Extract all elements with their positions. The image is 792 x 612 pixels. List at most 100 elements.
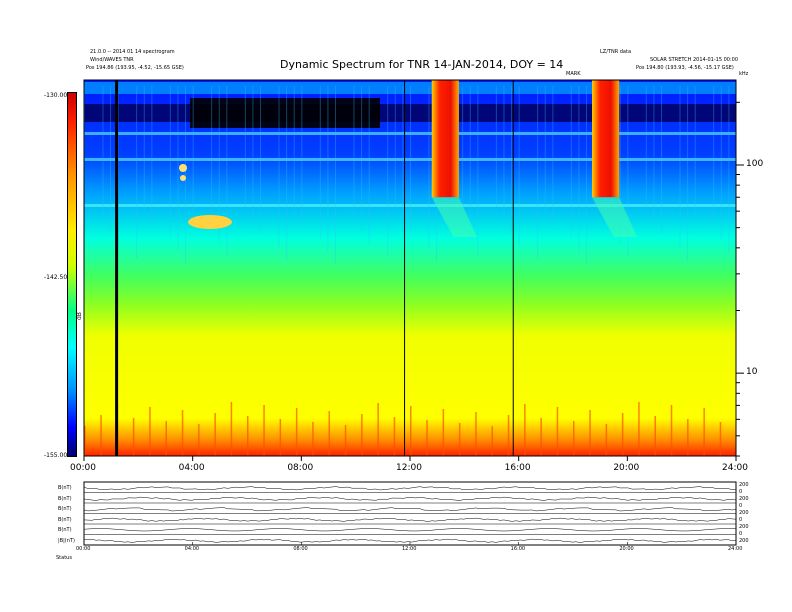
streak: [185, 86, 187, 263]
streak: [353, 86, 355, 218]
y-tick-label: 100: [746, 158, 764, 169]
streak: [537, 86, 539, 259]
streak: [117, 86, 119, 245]
noise-spike: [100, 415, 102, 456]
streak: [661, 86, 663, 235]
noise-spike: [165, 421, 167, 456]
streak: [469, 86, 471, 241]
noise-spike: [540, 418, 542, 456]
status-label: Status: [56, 555, 72, 561]
noise-spike: [507, 415, 510, 456]
streak: [410, 86, 411, 236]
streak: [278, 86, 280, 247]
y-tick-label: 10: [746, 367, 758, 378]
dark-band-core: [190, 98, 380, 128]
x-tick-label: 16:00: [504, 463, 531, 473]
pos-prefix: Pos: [636, 65, 645, 71]
noise-spike: [84, 426, 86, 456]
radio-burst: [431, 80, 459, 198]
streak: [570, 86, 572, 238]
panel-scale-label: 200: [739, 496, 749, 502]
noise-spike: [247, 416, 249, 456]
panel-trace: [83, 528, 737, 532]
noise-spike: [132, 418, 135, 456]
streak: [293, 86, 295, 213]
noise-spike: [442, 409, 445, 456]
streak: [387, 86, 389, 257]
panel-x-tick-label: 20:00: [619, 546, 634, 552]
colorbar-top-label: -130.00: [44, 92, 68, 99]
streak: [244, 86, 246, 208]
noise-spike: [328, 411, 330, 456]
panel-trace: [83, 507, 737, 512]
x-tick-label: 04:00: [178, 463, 205, 473]
noise-spike: [687, 419, 689, 456]
panel-scale-label: 200: [739, 510, 749, 516]
chart-title: Dynamic Spectrum for TNR 14-JAN-2014, DO…: [280, 58, 564, 71]
streak: [552, 86, 554, 225]
horizontal-band: [84, 158, 736, 161]
panel-scale-label: 200: [739, 524, 749, 530]
panel-x-tick-label: 08:00: [293, 546, 308, 552]
noise-spike: [295, 408, 298, 456]
noise-spike: [279, 419, 282, 456]
panel-trace: [83, 538, 737, 543]
noise-spike: [361, 414, 363, 456]
streak: [151, 86, 153, 224]
colorbar: [67, 92, 77, 457]
streak: [169, 86, 171, 237]
panel-trace: [83, 486, 737, 491]
streak: [627, 86, 629, 256]
streak: [503, 86, 505, 220]
noise-spike: [230, 402, 233, 456]
noise-spike: [621, 413, 624, 456]
streak: [319, 86, 321, 239]
streak: [578, 86, 580, 251]
streak: [687, 86, 689, 261]
noise-spike: [198, 424, 200, 456]
streak: [102, 86, 104, 219]
streak: [653, 86, 655, 222]
streak: [260, 86, 262, 234]
noise-spike: [491, 426, 493, 456]
noise-spike: [719, 422, 722, 456]
streak: [394, 86, 396, 210]
panel-scale-label: 200: [739, 538, 749, 544]
noise-spike: [263, 405, 265, 456]
noise-spike: [149, 407, 151, 456]
streak: [713, 86, 715, 227]
x-tick-label: 08:00: [287, 463, 314, 473]
streak: [143, 86, 145, 211]
streak: [136, 86, 138, 258]
horizontal-band: [84, 204, 736, 207]
top-cyan-band: [84, 82, 736, 94]
streak: [495, 86, 497, 207]
panel-scale-label: 200: [739, 482, 749, 488]
header-left-line2: Wind/WAVES TNR: [90, 57, 134, 63]
colorbar-bottom-label: -155.00: [44, 452, 68, 459]
pos-value: 194.86 (193.95, -4.52, -15.65 GSE): [96, 65, 184, 71]
panel-scale-label: 0: [739, 517, 743, 523]
panel-label: B(nT): [58, 506, 72, 513]
x-tick-label: 12:00: [396, 463, 422, 473]
streak: [544, 86, 546, 212]
panel-label: B(nT): [58, 516, 72, 523]
streak: [286, 86, 288, 260]
streak: [720, 86, 722, 240]
noise-spike: [524, 404, 526, 456]
radio-burst: [592, 80, 620, 198]
x-tick-label: 00:00: [70, 463, 96, 473]
streak: [477, 86, 479, 254]
header-left-pos: Pos 194.86 (193.95, -4.52, -15.65 GSE): [86, 65, 184, 71]
streak: [679, 86, 681, 248]
streak: [252, 86, 254, 221]
streak: [518, 86, 520, 246]
header-right-line2: SOLAR STRETCH 2014-01-15 00:00: [650, 57, 739, 63]
noise-spike: [475, 412, 477, 456]
header-right-pos: Pos 194.80 (193.93, -4.56, -15.17 GSE): [636, 65, 734, 71]
panel-scale-label: 0: [739, 489, 743, 495]
noise-spike: [573, 421, 575, 456]
noise-spike: [426, 420, 428, 456]
